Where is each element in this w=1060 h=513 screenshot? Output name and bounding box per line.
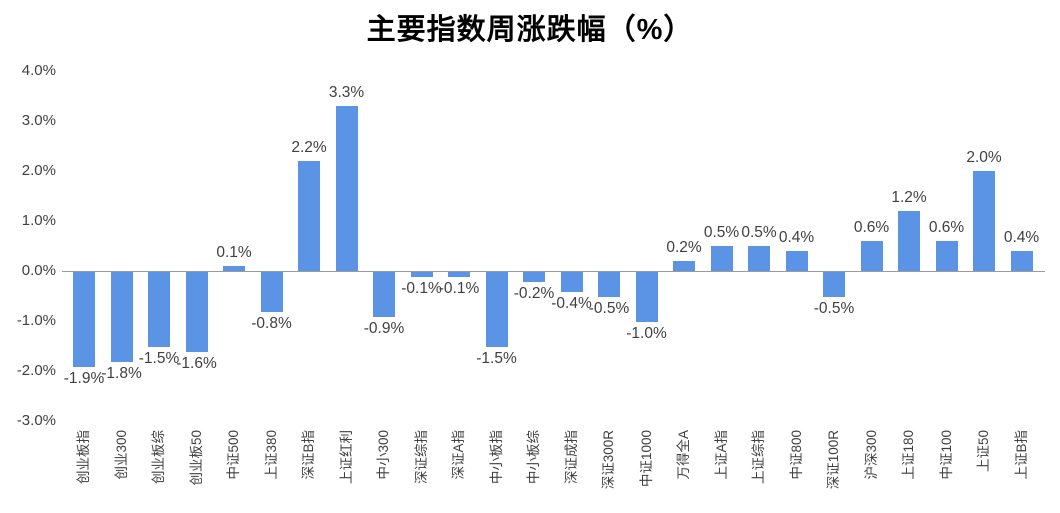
bar [785,251,808,271]
x-axis-category-label: 深证成指 [563,430,579,484]
bar [898,211,920,271]
bar [73,272,95,367]
bar-value-label: 0.5% [741,224,777,241]
bar-value-label: -0.5% [813,300,855,317]
x-axis-category-label: 上证A指 [713,430,729,480]
x-axis-category-label: 创业板指 [76,430,91,484]
bar-value-label: -0.4% [551,295,592,312]
x-axis-category-label: 上证380 [263,430,279,480]
x-axis-category-label: 深证综指 [413,430,429,484]
bar-value-label: -0.2% [513,285,555,302]
y-axis-tick-label: 3.0% [21,112,56,129]
bar-value-label: 3.3% [328,84,365,101]
bar-value-label: 1.2% [891,189,927,206]
x-axis-category-label: 上证综指 [751,430,766,484]
bar [1010,251,1033,271]
x-axis-category-label: 上证B指 [1013,430,1029,480]
bar [373,272,395,317]
bar-value-label: 0.5% [703,224,740,241]
bar [860,241,883,271]
bar-value-label: 2.0% [966,149,1002,166]
x-axis-category-label: 沪深300 [863,430,879,480]
bar-value-label: 0.2% [666,239,702,256]
x-axis-category-label: 深证B指 [301,430,316,480]
bar-value-label: -1.6% [176,355,217,372]
bar [485,272,508,347]
bar [223,266,245,271]
x-axis-category-label: 上证180 [901,430,916,480]
x-axis-category-label: 中证500 [226,430,241,480]
bar [973,171,995,271]
bar-value-label: -0.1% [438,280,480,297]
y-axis-tick-label: -3.0% [16,412,56,429]
bar [148,272,170,347]
bar-value-label: -0.1% [401,280,442,297]
bar-value-label: 0.4% [1003,229,1040,246]
bar [935,241,958,271]
bar-value-label: -1.5% [138,350,180,367]
bar-value-label: -1.5% [476,350,517,367]
bar-value-label: 0.4% [778,229,815,246]
bar [185,272,208,352]
bar [673,261,695,271]
bar [110,272,133,362]
bar-value-label: -0.8% [251,315,292,332]
x-axis-category-label: 中小300 [376,430,391,480]
bar-value-label: 2.2% [291,139,327,156]
x-axis-category-label: 创业300 [113,430,129,480]
bar-value-label: 0.6% [853,219,890,236]
x-axis-category-label: 深证100R [826,430,841,490]
bar [560,272,583,292]
bar-value-label: 0.1% [216,244,252,261]
x-axis-category-label: 万得全A [676,430,691,480]
bar [635,272,658,322]
bar [260,272,283,312]
x-axis-category-label: 创业板50 [188,430,204,486]
x-axis-category-label: 中证800 [788,430,804,480]
bar [448,272,470,277]
y-axis-tick-label: 4.0% [21,62,56,79]
x-axis-line [62,271,1045,272]
bar [598,272,620,297]
bar-value-label: -0.9% [363,320,405,337]
x-axis-category-label: 深证300R [601,430,616,490]
y-axis-tick-label: 1.0% [21,212,56,229]
y-axis-tick-label: 2.0% [21,162,56,179]
x-axis-category-label: 中小板指 [488,430,504,484]
x-axis-category-label: 创业板综 [151,430,166,484]
chart-title: 主要指数周涨跌幅（%） [366,14,694,46]
bar [823,272,845,297]
x-axis-category-label: 上证50 [976,430,991,473]
y-axis-tick-label: -2.0% [16,362,56,379]
bar-value-label: -1.0% [626,325,667,342]
x-axis-category-label: 上证红利 [338,430,354,484]
bar-value-label: -1.8% [101,365,142,382]
bar [410,272,433,277]
bar [748,246,770,271]
bar-value-label: -0.5% [588,300,630,317]
x-axis-category-label: 中小板综 [526,430,541,484]
bar-value-label: -1.9% [63,370,105,387]
bar [523,272,545,282]
bar-value-label: 0.6% [928,219,965,236]
y-axis-tick-label: -1.0% [16,312,56,329]
bar [710,246,733,271]
x-axis-category-label: 中证1000 [638,430,654,488]
x-axis-category-label: 中证100 [938,430,954,480]
y-axis-tick-label: 0.0% [21,262,56,279]
bar [298,161,320,271]
bar [335,106,358,271]
x-axis-category-label: 深证A指 [451,430,466,480]
